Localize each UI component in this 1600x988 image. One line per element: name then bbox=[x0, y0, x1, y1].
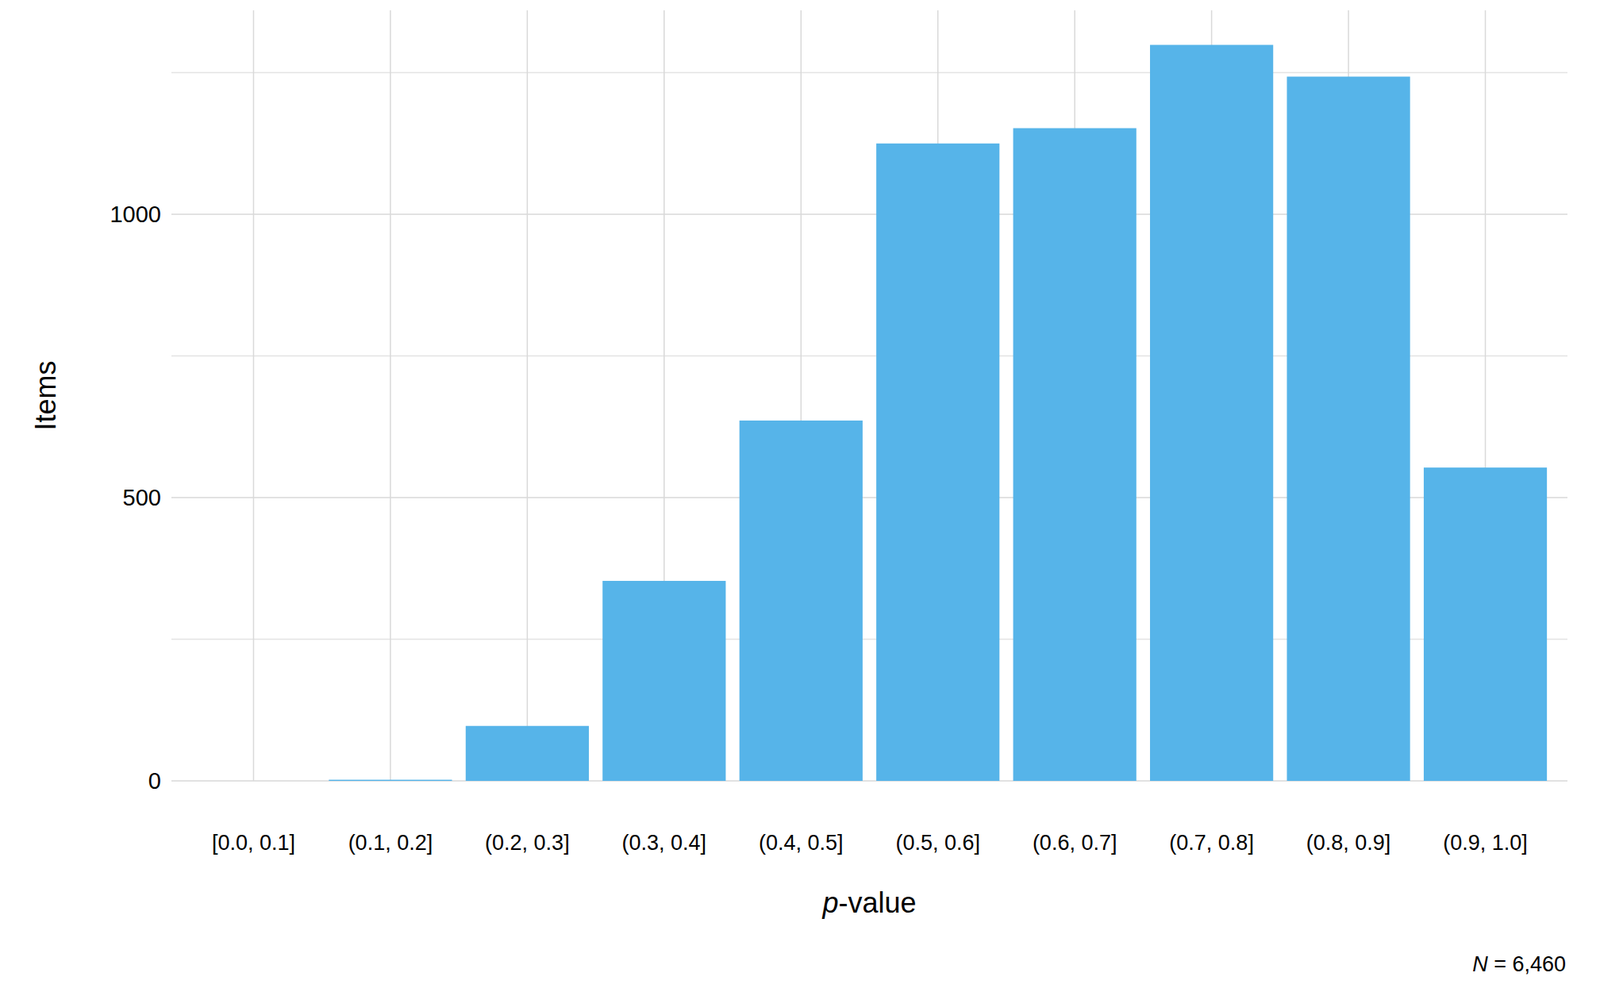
bar bbox=[876, 143, 1000, 781]
x-tick-label: (0.7, 0.8] bbox=[1169, 830, 1254, 855]
minor-grid-line bbox=[171, 72, 1568, 74]
y-axis-label: Items bbox=[29, 360, 62, 431]
x-tick-label: (0.8, 0.9] bbox=[1306, 830, 1392, 855]
x-tick-label: (0.3, 0.4] bbox=[622, 830, 708, 855]
x-grid-line bbox=[253, 10, 255, 781]
grid bbox=[171, 10, 1568, 781]
x-grid-line bbox=[389, 10, 392, 781]
bar bbox=[192, 780, 316, 782]
bar bbox=[1013, 128, 1137, 781]
y-tick-label: 1000 bbox=[109, 201, 162, 227]
x-axis-label: p-value bbox=[821, 886, 916, 920]
y-tick-label: 0 bbox=[148, 768, 162, 794]
bar bbox=[1150, 45, 1274, 781]
bars bbox=[328, 45, 1547, 781]
x-tick-label: (0.5, 0.6] bbox=[895, 830, 981, 855]
bar bbox=[465, 726, 589, 781]
x-tick-label: (0.9, 1.0] bbox=[1442, 830, 1528, 855]
x-tick-label: (0.6, 0.7] bbox=[1032, 830, 1118, 855]
bar bbox=[1423, 467, 1547, 781]
x-grid-line bbox=[526, 10, 529, 781]
x-tick-label: (0.2, 0.3] bbox=[484, 830, 570, 855]
bar bbox=[1286, 76, 1410, 781]
x-tick-label: [0.0, 0.1] bbox=[211, 830, 296, 855]
bar bbox=[328, 780, 452, 781]
y-tick-label: 500 bbox=[123, 484, 162, 511]
x-tick-label: (0.1, 0.2] bbox=[348, 830, 434, 855]
bar bbox=[602, 580, 726, 781]
chart-svg: 0 500 1000 [0.0, 0.1] (0.1, 0.2] (0.2, 0.3] (0… bbox=[0, 0, 1600, 988]
labels: 0 500 1000 [0.0, 0.1] (0.1, 0.2] (0.2, 0.3] (0… bbox=[29, 201, 1566, 977]
x-tick-label: (0.4, 0.5] bbox=[758, 830, 844, 855]
caption: N = 6,460 bbox=[1472, 952, 1566, 977]
chart-container: 0 500 1000 [0.0, 0.1] (0.1, 0.2] (0.2, 0.3] (0… bbox=[0, 0, 1600, 988]
bar bbox=[739, 420, 863, 781]
